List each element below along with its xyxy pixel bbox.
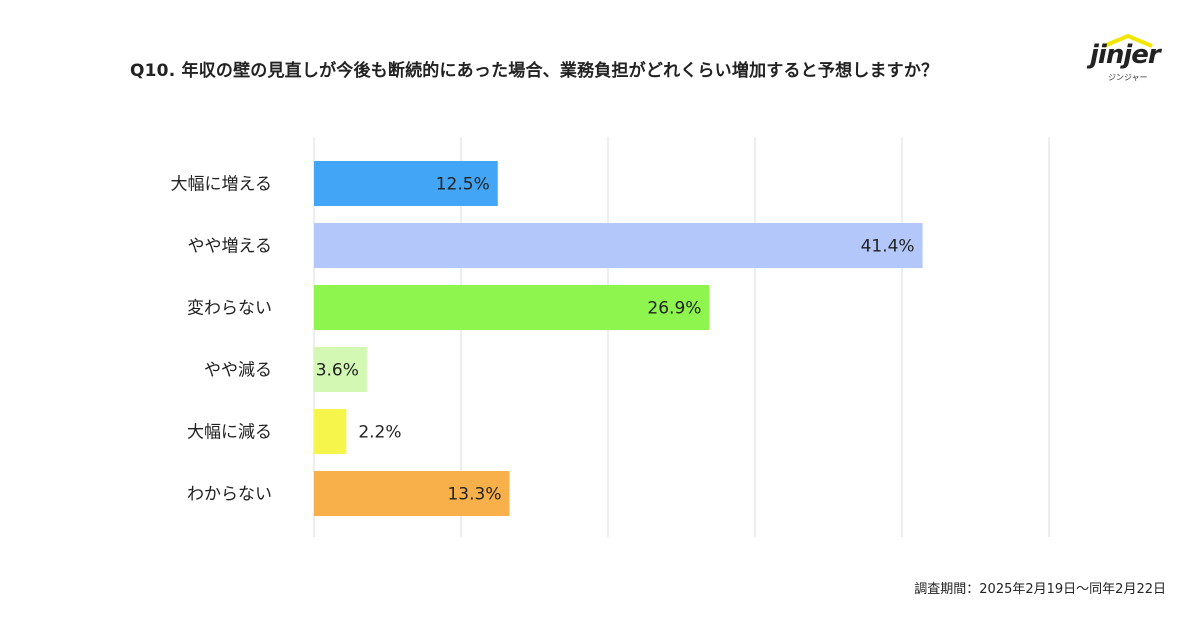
survey-period: 調査期間：2025年2月19日〜同年2月22日 bbox=[914, 582, 1166, 597]
data-label: 12.5% bbox=[436, 175, 490, 195]
category-label: やや増える bbox=[188, 237, 273, 257]
data-label: 41.4% bbox=[861, 237, 915, 257]
logo-wordmark: jinjer bbox=[1090, 40, 1161, 70]
logo-subtext: ジンジャー bbox=[1108, 73, 1148, 82]
data-label: 26.9% bbox=[647, 299, 701, 319]
bar bbox=[314, 285, 710, 330]
bar bbox=[314, 409, 347, 454]
data-label: 3.6% bbox=[316, 361, 359, 381]
category-label: 大幅に減る bbox=[187, 423, 272, 443]
data-label: 2.2% bbox=[358, 423, 401, 443]
chart-title: Q10. 年収の壁の見直しが今後も断続的にあった場合、業務負担がどれくらい増加す… bbox=[130, 61, 939, 81]
bar bbox=[314, 223, 923, 268]
bar bbox=[314, 161, 498, 206]
category-label: 変わらない bbox=[187, 299, 272, 319]
bar bbox=[314, 471, 510, 516]
category-label: やや減る bbox=[204, 361, 272, 381]
data-label: 13.3% bbox=[447, 485, 501, 505]
bar bbox=[314, 347, 367, 392]
jinjer-logo: jinjer ジンジャー bbox=[1086, 34, 1166, 84]
category-label: わからない bbox=[187, 485, 272, 505]
roof-icon bbox=[1103, 34, 1153, 48]
category-label: 大幅に増える bbox=[171, 175, 273, 195]
